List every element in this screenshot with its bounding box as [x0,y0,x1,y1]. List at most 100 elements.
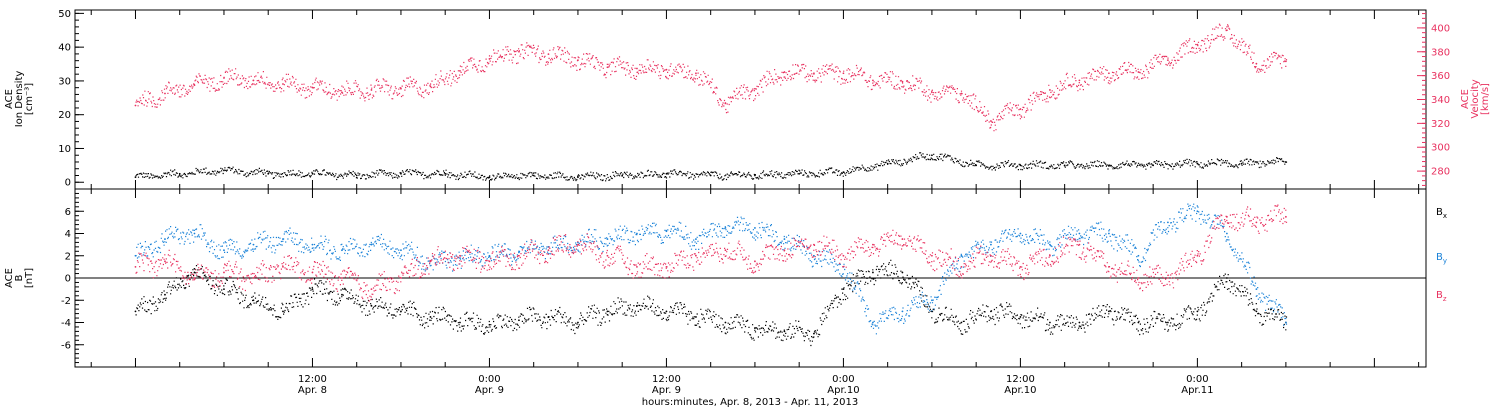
by-series-point [400,249,402,252]
bz-series-point [990,254,992,257]
bx-series-point [783,330,786,333]
velocity-axis-tick-label: 280 [1431,167,1450,178]
ion-density-series-point [754,174,756,177]
velocity-series-point [341,91,343,94]
density-axis-title-line: ACE [4,89,15,109]
x-tick-time-label: 0:00 [1186,374,1208,385]
bz-series-point [724,249,727,252]
bx-series-point [193,271,196,274]
velocity-series-point [606,66,609,69]
velocity-axis-tick-label: 300 [1431,143,1450,154]
by-series-point [1049,243,1051,246]
velocity-series-point [370,89,373,91]
bz-series-point [695,254,697,257]
bz-series-point [459,254,461,257]
field-axis-title-line: ACE [4,268,15,288]
field-axis-tick-label: 2 [65,251,71,262]
bx-series-point [134,310,137,313]
velocity-series-point [872,79,874,82]
by-series-point [1166,221,1169,224]
bx-series-point [724,321,727,324]
velocity-axis-title: ACEVelocity[km/s] [1460,79,1491,118]
by-series-point [665,230,668,233]
ion-density-series-point [444,172,447,175]
by-series-point [636,232,638,235]
by-series-point [872,321,874,324]
velocity-series-point [724,102,727,104]
bz-series-point [134,265,137,268]
velocity-series-point [193,84,196,87]
velocity-series-point [488,58,491,60]
ion-density-series-point [798,172,801,175]
bx-series-point [842,288,845,291]
bz-series-point [488,260,491,263]
velocity-series-point [636,67,638,70]
velocity-series-point [754,87,756,90]
velocity-series-point [282,83,284,85]
bz-series-point [547,249,550,252]
bx-series-point [459,321,461,324]
ion-density-series-point [931,154,933,157]
density-axis-tick-label: 0 [65,178,71,189]
ion-density-series-point [1019,164,1022,167]
by-series-point [459,257,461,259]
ion-density-series-point [975,164,978,167]
velocity-axis-title-line: [km/s] [1480,83,1491,115]
bz-series-point [842,254,845,257]
velocity-series-point [252,79,255,82]
density-axis-title-line: [cm⁻³] [24,83,35,115]
ion-density-series-point [532,174,535,177]
bx-series-point [488,323,491,326]
x-tick-date-label: Apr.10 [1004,385,1036,396]
by-series-point [1137,254,1140,257]
by-series-point [1019,232,1022,235]
velocity-series-point [223,77,225,79]
density-axis-title-line: Ion Density [14,71,25,128]
x-tick-date-label: Apr.10 [827,385,859,396]
by-series-point [370,243,373,246]
by-series-point [724,227,727,229]
bz-series-point [370,288,373,291]
field-axis-title-line: B [14,274,25,281]
velocity-axis-title-line: Velocity [1470,79,1481,118]
bz-series-point [901,238,904,240]
bz-series-point [164,260,166,263]
bz-series-point [960,265,963,268]
bx-series-point [547,316,550,318]
bx-series-point [1049,321,1051,324]
bx-series-point [1166,321,1169,324]
bx-series-point [636,304,638,307]
by-series-point [813,254,815,257]
bz-series-point [577,243,579,246]
bx-series-point [1019,316,1022,318]
by-series-point [1225,232,1228,235]
bx-series-point [164,293,166,296]
bx-series-point [311,288,314,291]
legend-label: B [1436,290,1443,301]
ion-density-series-point [709,174,712,177]
bz-series-point [813,243,815,246]
velocity-series-point [577,59,579,62]
ion-density-series-point [577,176,579,179]
bz-series-point [1225,215,1228,218]
bz-series-point [223,271,225,274]
by-series-point [341,249,343,252]
velocity-series-point [311,86,314,89]
ion-density-series-point [1240,162,1243,165]
ion-density-series-point [1196,162,1199,165]
x-tick-time-label: 12:00 [1006,374,1035,385]
x-tick-date-label: Apr.11 [1181,385,1213,396]
ion-density-series-point [1107,164,1110,167]
by-series-point [1078,232,1081,235]
velocity-series-point [1225,29,1228,32]
bz-series-point [1196,254,1199,257]
field-axis-tick-label: 6 [65,207,71,218]
bz-series-point [931,254,933,257]
bx-series-point [1255,310,1258,313]
bx-series-point [813,332,815,335]
bx-series-point [1225,277,1228,279]
bx-series-point [370,304,373,307]
field-axis-tick-label: 4 [65,229,71,240]
legend-label: B [1436,252,1443,263]
